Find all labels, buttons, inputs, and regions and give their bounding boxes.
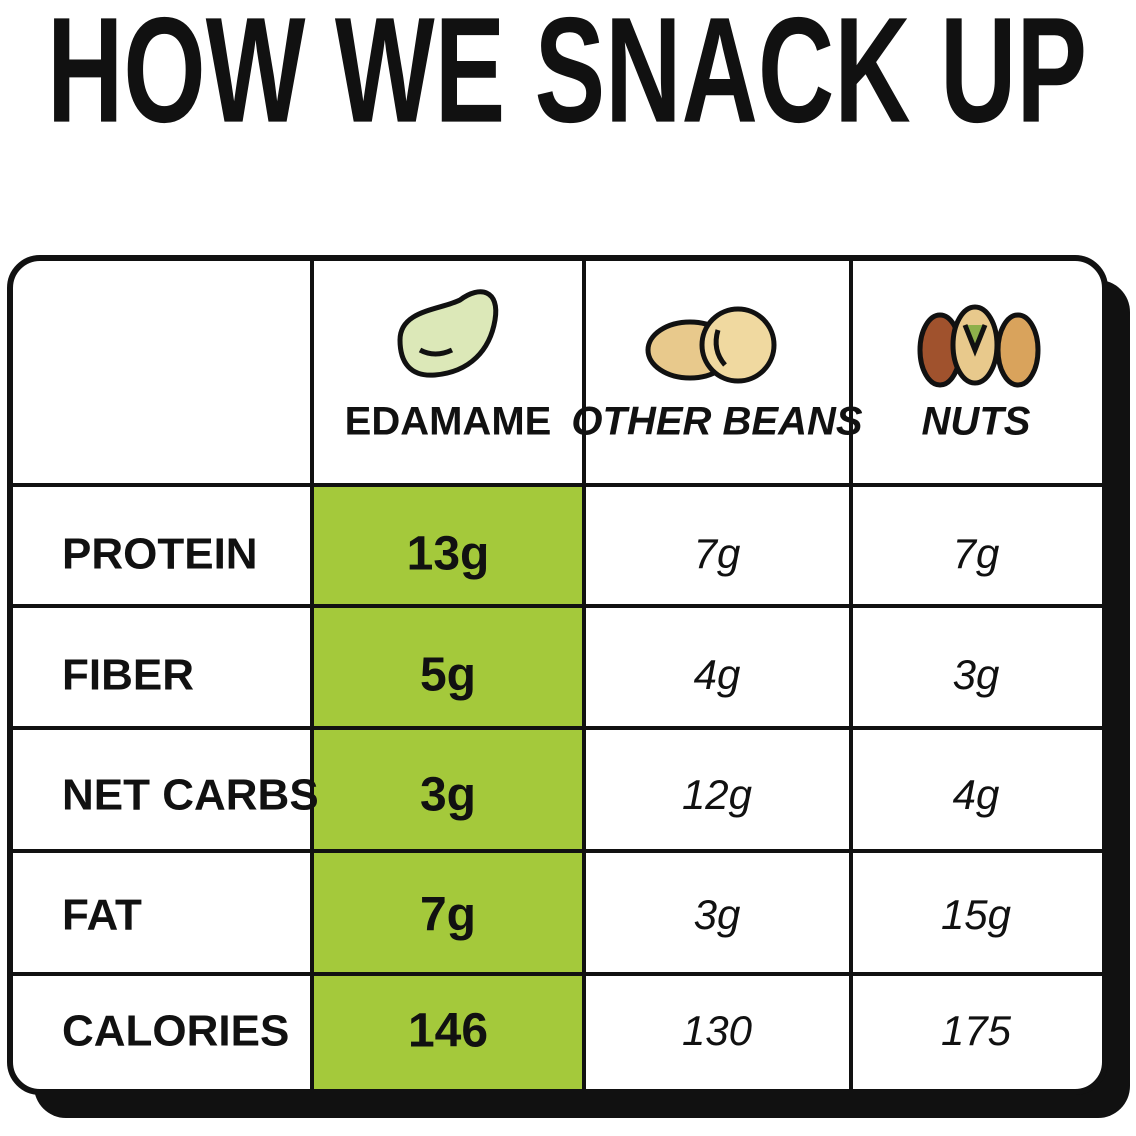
cell-value: 15g xyxy=(941,891,1011,938)
row-label: NET CARBS xyxy=(62,771,319,820)
highlight-column xyxy=(312,485,584,1089)
column-header: NUTS xyxy=(922,400,1031,444)
cell-value: 130 xyxy=(682,1007,753,1054)
grid xyxy=(13,261,1102,1089)
cell-value: 7g xyxy=(694,530,741,577)
cell-value: 13g xyxy=(407,528,490,581)
cell-value: 3g xyxy=(694,891,741,938)
cell-value: 7g xyxy=(420,889,476,942)
row-label: FIBER xyxy=(62,651,194,700)
edamame-icon xyxy=(397,289,499,378)
column-header: OTHER BEANS xyxy=(571,400,862,444)
row-label: CALORIES xyxy=(62,1007,289,1056)
cell-value: 7g xyxy=(953,530,1000,577)
title: HOW WE SNACK UP xyxy=(47,0,1087,154)
cell-value: 3g xyxy=(953,651,1000,698)
row-label: FAT xyxy=(62,891,142,940)
cell-value: 146 xyxy=(408,1005,488,1058)
column-header: EDAMAME xyxy=(345,400,552,444)
cell-value: 12g xyxy=(682,771,752,818)
cell-value: 4g xyxy=(953,771,1000,818)
cell-value: 175 xyxy=(941,1007,1012,1054)
cell-value: 4g xyxy=(694,651,741,698)
cell-value: 3g xyxy=(420,769,476,822)
beans-icon xyxy=(645,306,777,384)
nuts-icon xyxy=(917,304,1041,388)
cell-value: 5g xyxy=(420,649,476,702)
row-label: PROTEIN xyxy=(62,530,258,579)
